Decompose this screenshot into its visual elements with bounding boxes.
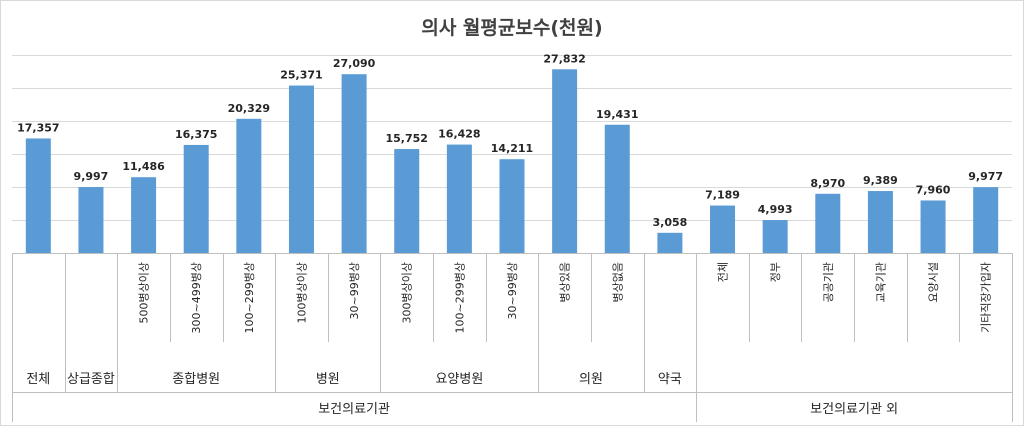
bar: [394, 149, 420, 253]
bar: [499, 159, 525, 253]
bar: [604, 124, 630, 253]
group-label: 약국: [658, 372, 682, 387]
data-label: 16,428: [438, 128, 480, 141]
category-label: 100~299병상: [243, 262, 256, 333]
category-axis: 500병상이상 300~499병상 100~299병상 100병상이상 30~99병상 3…: [12, 253, 1013, 422]
group-label: 의원: [579, 372, 603, 387]
gridlines: [12, 55, 1012, 221]
category-label: 전체: [717, 262, 730, 282]
data-label: 14,211: [491, 142, 533, 155]
data-label: 11,486: [122, 160, 165, 173]
group-label: 전체: [26, 372, 50, 387]
category-label: 500병상이상: [138, 262, 151, 323]
bar: [657, 232, 683, 253]
bar: [25, 138, 51, 253]
supergroup-label: 보건의료기관: [318, 402, 390, 417]
category-label: 100~299병상: [453, 262, 466, 333]
bar: [183, 144, 209, 253]
data-label: 27,090: [333, 57, 376, 70]
category-label: 30~99병상: [348, 262, 361, 319]
data-label: 3,058: [652, 216, 687, 229]
group-label: 종합병원: [172, 372, 220, 387]
category-label: 기타직장가입자: [980, 262, 993, 333]
bar: [78, 187, 104, 253]
group-label: 상급종합: [67, 372, 115, 387]
bar: [710, 205, 736, 253]
bar: [552, 69, 578, 253]
category-label: 100병상이상: [295, 262, 308, 323]
data-labels: 17,357 9,997 11,486 16,375 20,329 25,371 27,09…: [17, 52, 1003, 229]
bar: [236, 118, 262, 253]
data-label: 9,977: [968, 170, 1003, 183]
chart-title: 의사 월평균보수(천원): [421, 17, 602, 39]
bar: [288, 85, 314, 254]
category-label: 30~99병상: [506, 262, 519, 319]
bar: [341, 74, 367, 254]
data-label: 20,329: [228, 102, 270, 115]
bar: [446, 144, 472, 253]
supergroup-label: 보건의료기관 외: [810, 402, 898, 417]
data-label: 25,371: [280, 69, 322, 82]
category-label: 정부: [769, 262, 782, 282]
data-label: 7,960: [916, 183, 951, 196]
group-label: 병원: [316, 372, 340, 387]
data-label: 16,375: [175, 128, 217, 141]
bar: [762, 220, 788, 253]
data-label: 9,389: [863, 174, 898, 187]
category-label: 요양시설: [927, 262, 940, 302]
bar: [131, 177, 157, 253]
category-label: 병상없음: [611, 262, 624, 302]
data-label: 4,993: [758, 203, 793, 216]
data-label: 17,357: [17, 121, 59, 134]
data-label: 27,832: [543, 52, 585, 65]
category-label: 공공기관: [822, 262, 835, 302]
category-label: 300병상이상: [401, 262, 414, 323]
data-label: 15,752: [386, 132, 428, 145]
category-label: 300~499병상: [190, 262, 203, 333]
bars: [25, 69, 999, 254]
bar: [815, 193, 841, 253]
data-label: 9,997: [74, 170, 109, 183]
group-label: 요양병원: [435, 372, 483, 387]
category-label: 교육기관: [874, 262, 887, 302]
data-label: 8,970: [810, 177, 845, 190]
category-label: 병상있음: [559, 262, 572, 302]
bar: [867, 191, 893, 253]
data-label: 7,189: [705, 189, 740, 202]
bar: [973, 187, 999, 253]
data-label: 19,431: [596, 108, 638, 121]
bar: [920, 200, 946, 253]
